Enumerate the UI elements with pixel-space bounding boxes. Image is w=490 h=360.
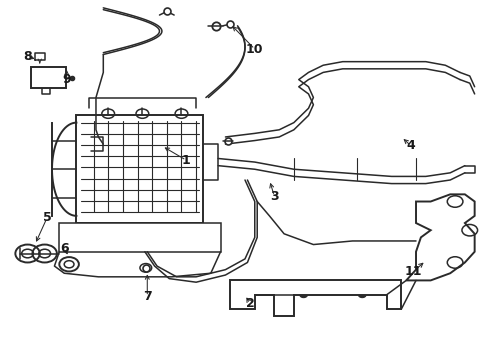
Text: 5: 5 [43,211,51,224]
Polygon shape [59,223,220,252]
Text: 2: 2 [245,297,254,310]
Polygon shape [76,116,203,223]
Text: 3: 3 [270,190,279,203]
Text: 4: 4 [407,139,416,152]
Text: 8: 8 [23,50,32,63]
FancyBboxPatch shape [31,67,66,88]
Text: 10: 10 [246,42,264,55]
Polygon shape [406,194,475,280]
Polygon shape [230,280,401,316]
Text: 11: 11 [405,265,422,278]
Circle shape [388,292,395,298]
Circle shape [300,292,308,298]
Circle shape [358,292,366,298]
Text: 7: 7 [143,290,151,303]
Text: 9: 9 [62,73,71,86]
Circle shape [241,292,249,298]
Text: 1: 1 [182,154,191,167]
Text: 6: 6 [60,242,69,255]
